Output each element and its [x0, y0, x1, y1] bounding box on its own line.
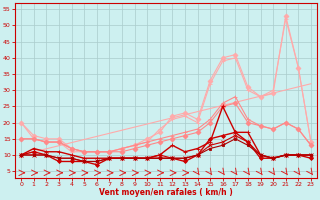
X-axis label: Vent moyen/en rafales ( km/h ): Vent moyen/en rafales ( km/h )	[99, 188, 233, 197]
